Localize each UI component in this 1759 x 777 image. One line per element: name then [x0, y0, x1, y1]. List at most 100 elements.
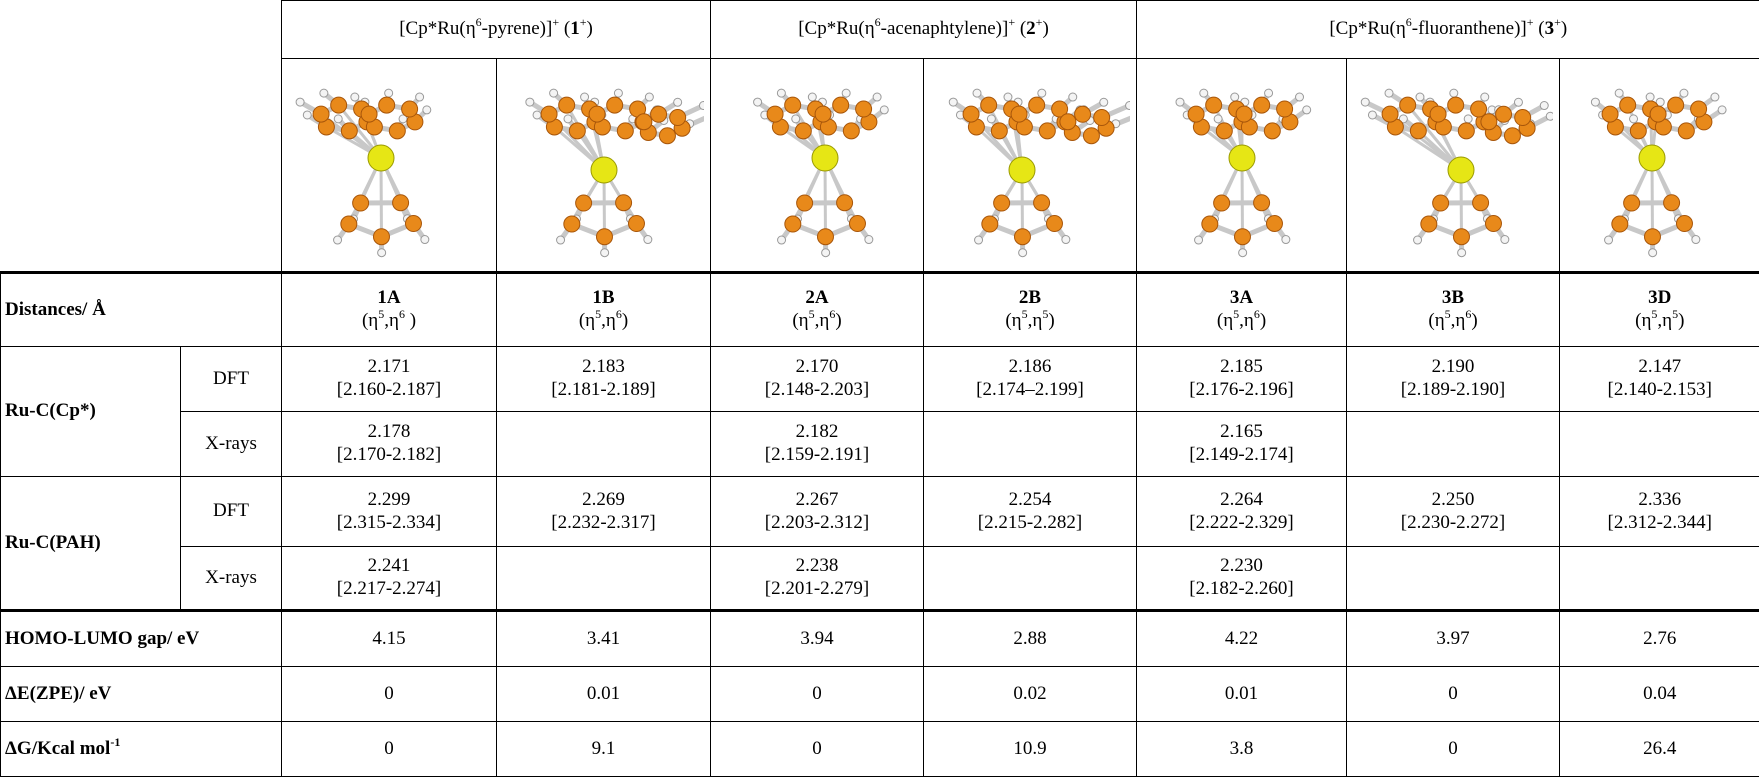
ruthenium [1229, 145, 1255, 171]
carbon [1205, 97, 1221, 113]
hydrogen [580, 93, 588, 101]
carbon [1644, 228, 1660, 244]
text-part: + [1554, 15, 1561, 29]
carbon [361, 106, 377, 122]
hydrogen [1458, 248, 1466, 256]
carbon [1083, 127, 1099, 143]
text-part: ( [1534, 18, 1545, 39]
hydrogen [1546, 112, 1553, 120]
table-cell: 2.254[2.215-2.282] [924, 477, 1137, 547]
carbon [1201, 216, 1217, 232]
hydrogen [1038, 89, 1046, 97]
hydrogen [303, 110, 311, 118]
table-cell: 2.336[2.312-2.344] [1560, 477, 1759, 547]
text-part: + [1527, 15, 1534, 29]
table-cell: 2.230[2.182-2.260] [1137, 547, 1347, 611]
carbon [1039, 122, 1055, 138]
table-cell: 2.299[2.315-2.334] [282, 477, 497, 547]
value: 2.238 [796, 555, 839, 576]
text-part: + [580, 15, 587, 29]
hydrogen [1540, 101, 1548, 109]
hydrogen [1501, 235, 1509, 243]
table-cell: 0 [282, 667, 497, 722]
table-cell: 2.182[2.159-2.191] [711, 412, 924, 477]
carbon [785, 216, 801, 232]
table-cell: 2.238[2.201-2.279] [711, 547, 924, 611]
table-cell: Distances/ Å [1, 273, 282, 347]
hydrogen [1004, 93, 1012, 101]
table-cell: 2.171[2.160-2.187] [282, 347, 497, 412]
carbon [1473, 194, 1489, 210]
text-part: ) [1471, 310, 1477, 331]
hydrogen [1062, 235, 1070, 243]
carbon [1430, 106, 1446, 122]
text-part: ,η [1239, 310, 1254, 331]
conformer-label: 3D [1648, 287, 1671, 308]
carbon [1034, 194, 1050, 210]
value: 2.336 [1638, 489, 1681, 510]
text-part: 5 [378, 307, 384, 321]
hydrogen [1194, 236, 1202, 244]
carbon [817, 228, 833, 244]
text-part: (η [1635, 310, 1651, 331]
carbon [1188, 106, 1204, 122]
hydrogen [1238, 248, 1246, 256]
table-cell: 2.250[2.230-2.272] [1347, 477, 1560, 547]
table-cell [924, 59, 1137, 273]
table-row: X-rays2.178[2.170-2.182]2.182[2.159-2.19… [1, 412, 1759, 477]
value: 2.230 [1220, 555, 1263, 576]
text-part: (η [1217, 310, 1233, 331]
hydrogen [549, 89, 557, 97]
carbon [1213, 195, 1229, 211]
table-cell [1137, 59, 1347, 273]
value-range: [2.201-2.279] [765, 578, 869, 599]
table-cell [1347, 59, 1560, 273]
hydrogen [1019, 248, 1027, 256]
text-part: ) [1678, 310, 1684, 331]
text-part: 5 [1233, 307, 1239, 321]
text-part: -1 [110, 735, 120, 749]
text-part: ,η [601, 310, 616, 331]
table-cell [924, 547, 1137, 611]
hydrogen [1264, 89, 1272, 97]
table-cell: [Cp*Ru(η6-fluoranthene)]+ (3+) [1137, 1, 1759, 59]
carbon [1481, 113, 1497, 129]
table-cell: 0 [1347, 667, 1560, 722]
table-cell: 4.22 [1137, 611, 1347, 667]
hydrogen [1176, 98, 1184, 106]
value-range: [2.232-2.317] [551, 512, 655, 533]
carbon [1650, 106, 1666, 122]
table-row: [Cp*Ru(η6-pyrene)]+ (1+)[Cp*Ru(η6-acenap… [1, 1, 1759, 59]
value-range: [2.176-2.196] [1189, 379, 1293, 400]
hydrogen [643, 235, 651, 243]
table-cell [711, 59, 924, 273]
text-part: 3 [1545, 18, 1555, 39]
molecule [1560, 63, 1759, 268]
text-part: ) [835, 310, 841, 331]
carbon [1678, 122, 1694, 138]
hydrogen [873, 93, 881, 101]
value: 2.264 [1220, 489, 1263, 510]
text-part: 6 [399, 307, 405, 321]
value-range: [2.160-2.187] [337, 379, 441, 400]
text-part: + [1036, 15, 1043, 29]
carbon [353, 195, 369, 211]
table-cell: 2.147[2.140-2.153] [1560, 347, 1759, 412]
carbon [1216, 122, 1232, 138]
value: 2.241 [368, 555, 411, 576]
text-part: ,η [815, 310, 830, 331]
hydrogen [614, 89, 622, 97]
hydrogen [1514, 98, 1522, 106]
value-range: [2.140-2.153] [1608, 379, 1712, 400]
table-cell: 10.9 [924, 722, 1137, 777]
carbon [389, 122, 405, 138]
carbon [1276, 101, 1292, 117]
hydrogen [1069, 93, 1077, 101]
text-part: ) [1561, 18, 1567, 39]
hydrogen [973, 89, 981, 97]
table-cell: 2.178[2.170-2.182] [282, 412, 497, 477]
carbon [1485, 215, 1501, 231]
carbon [606, 97, 622, 113]
carbon [1504, 127, 1520, 143]
carbon [393, 194, 409, 210]
